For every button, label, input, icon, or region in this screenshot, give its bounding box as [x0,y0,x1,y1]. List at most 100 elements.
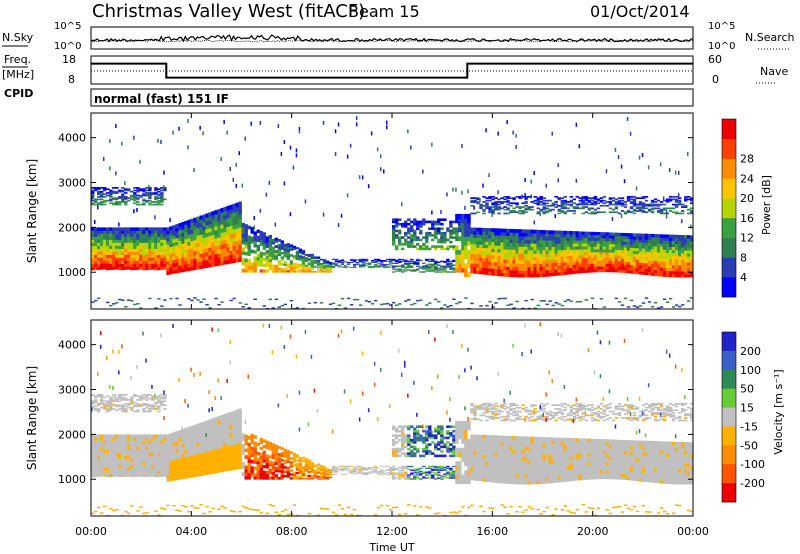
echo-cell [395,259,399,262]
echo-cell [268,471,272,475]
echo-cell [160,443,164,447]
echo-cell [527,249,531,254]
echo-cell [220,467,224,473]
echo-cell [253,460,257,464]
echo-cell [506,273,510,277]
echo-cell [259,269,263,273]
echo-cell [112,349,114,354]
echo-cell [106,443,110,447]
echo-cell [578,252,582,256]
echo-cell [690,199,694,202]
echo-cell [395,304,399,306]
echo-cell [133,401,137,404]
echo-cell [127,227,131,231]
echo-cell [542,256,546,261]
echo-cell [533,270,537,274]
echo-cell [413,234,417,237]
echo-cell [211,227,215,232]
echo-cell [340,262,345,264]
echo-cell [386,260,390,262]
echo-cell [524,204,528,207]
echo-cell [684,206,688,208]
echo-cell [130,406,134,409]
echo-cell [488,210,492,212]
echo-cell [172,432,176,436]
echo-cell [175,241,179,246]
echo-cell [569,300,573,302]
echo-cell [557,233,561,238]
echo-cell [163,227,167,231]
echo-cell [226,417,230,422]
echo-cell [470,237,474,241]
echo-cell [103,239,107,243]
echo-cell [151,257,155,261]
echo-cell [94,248,98,252]
echo-cell [223,467,227,472]
echo-cell [551,249,555,254]
echo-cell [581,263,585,268]
echo-cell [578,144,581,149]
echo-cell [398,238,402,242]
echo-cell [103,437,107,441]
echo-cell [145,403,149,405]
echo-cell [127,263,131,267]
echo-cell [136,440,140,444]
echo-cell [334,152,337,157]
echo-cell [428,267,432,269]
echo-cell [112,187,116,189]
echo-cell [154,260,158,265]
echo-cell [509,210,513,212]
echo-cell [280,474,284,478]
echo-cell [398,260,402,263]
echo-cell [542,250,546,254]
echo-cell [395,229,399,233]
power-ylabel: Slant Range [km] [25,159,39,263]
echo-cell [364,263,369,265]
echo-cell [310,253,315,256]
echo-cell [584,254,588,259]
echo-cell [166,444,170,449]
echo-cell [127,449,131,453]
echo-cell [590,207,595,210]
echo-cell [154,193,158,196]
echo-cell [106,434,110,438]
echo-cell [109,236,113,240]
echo-cell [280,263,284,266]
echo-cell [635,306,640,308]
echo-cell [145,358,147,363]
echo-cell [115,302,119,304]
echo-cell [533,199,537,202]
echo-cell [611,266,616,270]
echo-cell [647,203,652,206]
echo-cell [494,265,498,270]
echo-cell [560,206,564,208]
echo-cell [229,208,233,214]
echo-cell [331,511,336,514]
echo-cell [488,264,492,269]
echo-cell [518,249,522,254]
echo-cell [181,243,185,248]
echo-cell [184,253,188,258]
echo-cell [118,455,122,459]
echo-cell [112,449,116,453]
echo-cell [121,299,125,301]
echo-cell [455,249,459,255]
echo-cell [112,443,116,447]
echo-cell [244,472,248,477]
echo-cell [157,446,161,450]
echo-cell [467,213,471,219]
echo-cell [479,305,483,307]
echo-cell [280,447,284,451]
echo-cell [605,169,608,174]
echo-cell [428,258,432,261]
echo-cell [500,238,504,243]
echo-cell [584,231,588,235]
echo-cell [121,405,125,408]
echo-cell [91,434,95,438]
echo-cell [593,237,598,241]
echo-cell [265,512,269,515]
echo-cell [166,451,170,455]
echo-cell [100,512,104,514]
echo-cell [358,468,363,470]
echo-cell [283,345,286,349]
